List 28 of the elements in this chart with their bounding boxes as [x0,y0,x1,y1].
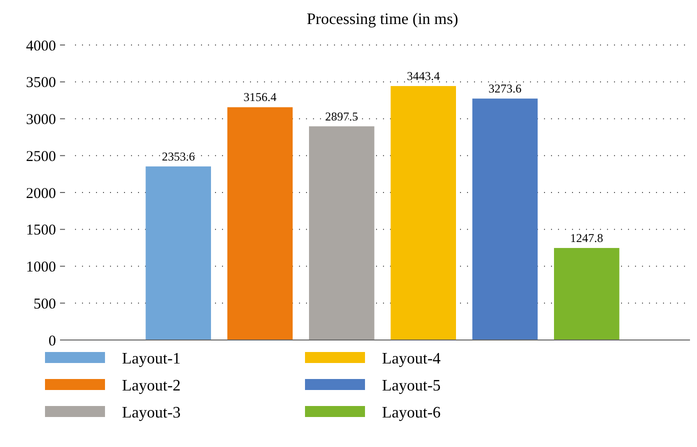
y-tick-label: 4000 [26,38,56,54]
chart-title: Processing time (in ms) [306,11,458,28]
bar [554,248,620,340]
y-tick-label: 500 [34,296,56,312]
y-tick-label: 3500 [26,75,56,92]
legend-label: Layout-1 [122,350,181,368]
bar [472,98,538,340]
y-tick-label: 1500 [26,222,56,239]
y-tick-label: 3000 [26,112,56,128]
bar [146,166,211,340]
legend-label: Layout-6 [382,404,441,422]
data-label: 3273.6 [488,82,522,96]
bar [309,126,374,340]
data-label: 1247.8 [570,230,604,245]
data-label: 3156.4 [244,90,276,104]
legend-label: Layout-5 [382,378,441,395]
legend-label: Layout-2 [122,378,181,395]
bar [227,107,293,340]
y-tick-label: 1000 [26,260,56,276]
y-tick-label: 0 [48,333,56,350]
y-tick-label: 2500 [26,148,56,165]
bar [390,86,456,340]
data-label: 3443.4 [406,69,440,84]
legend-label: Layout-3 [122,404,181,422]
legend-label: Layout-4 [382,350,441,368]
data-label: 2353.6 [162,149,195,164]
y-tick-label: 2000 [26,186,56,202]
data-label: 2897.5 [325,109,358,124]
